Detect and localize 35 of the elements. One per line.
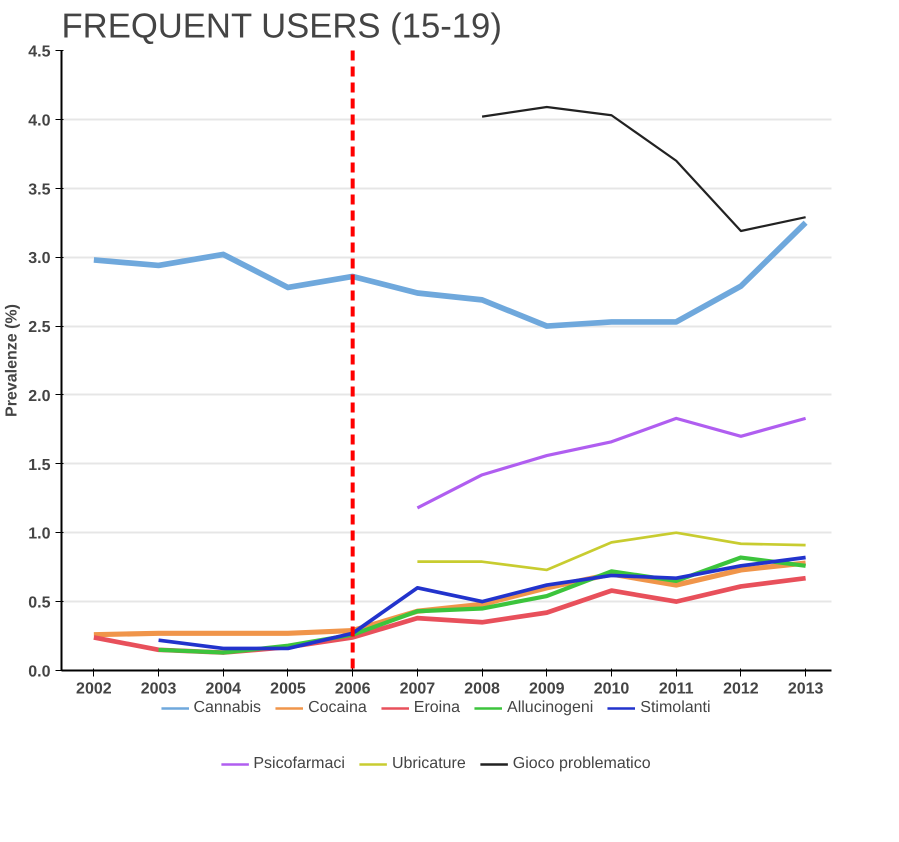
line-series (416, 416, 808, 510)
x-tick-label: 2006 (334, 680, 371, 698)
y-tick-label: 4.5 (28, 44, 51, 60)
x-tick-label: 2003 (140, 680, 176, 698)
x-tick-label: 2002 (76, 680, 112, 698)
y-tick-label: 1.5 (28, 456, 51, 474)
legend-label: Gioco problematico (512, 755, 651, 773)
y-tick-label: 1.0 (28, 526, 51, 543)
y-tick-label: 0.0 (28, 664, 51, 680)
x-tick-label: 2013 (788, 680, 824, 698)
legend-label: Cannabis (193, 699, 262, 717)
y-tick-label: 3.5 (28, 181, 51, 198)
y-tick-label: 2.0 (28, 388, 51, 405)
legend-label: Stimolanti (640, 699, 711, 717)
legend-label: Ubricature (392, 755, 466, 773)
x-tick-label: 2011 (658, 680, 694, 698)
y-tick-label: 4.0 (28, 112, 51, 130)
x-tick-label: 2010 (594, 680, 630, 698)
legend-label: Allucinogeni (507, 699, 594, 717)
legend-label: Eroina (414, 699, 460, 717)
y-tick-label: 3.0 (28, 250, 51, 268)
y-axis-title: Prevalenze (%) (3, 304, 20, 417)
x-tick-label: 2007 (400, 680, 436, 698)
legend-label: Cocaina (308, 699, 367, 717)
x-tick-label: 2012 (723, 680, 759, 698)
chart-title: FREQUENT USERS (15-19) (62, 8, 502, 46)
x-tick-label: 2008 (464, 680, 500, 698)
x-tick-label: 2004 (205, 680, 242, 698)
y-tick-label: 0.5 (28, 594, 51, 612)
legend-label: Psicofarmaci (253, 755, 345, 773)
line-series (416, 531, 807, 572)
y-tick-label: 2.5 (28, 319, 51, 336)
x-tick-label: 2009 (528, 680, 565, 698)
x-tick-label: 2005 (270, 680, 306, 698)
line-series (480, 106, 807, 232)
